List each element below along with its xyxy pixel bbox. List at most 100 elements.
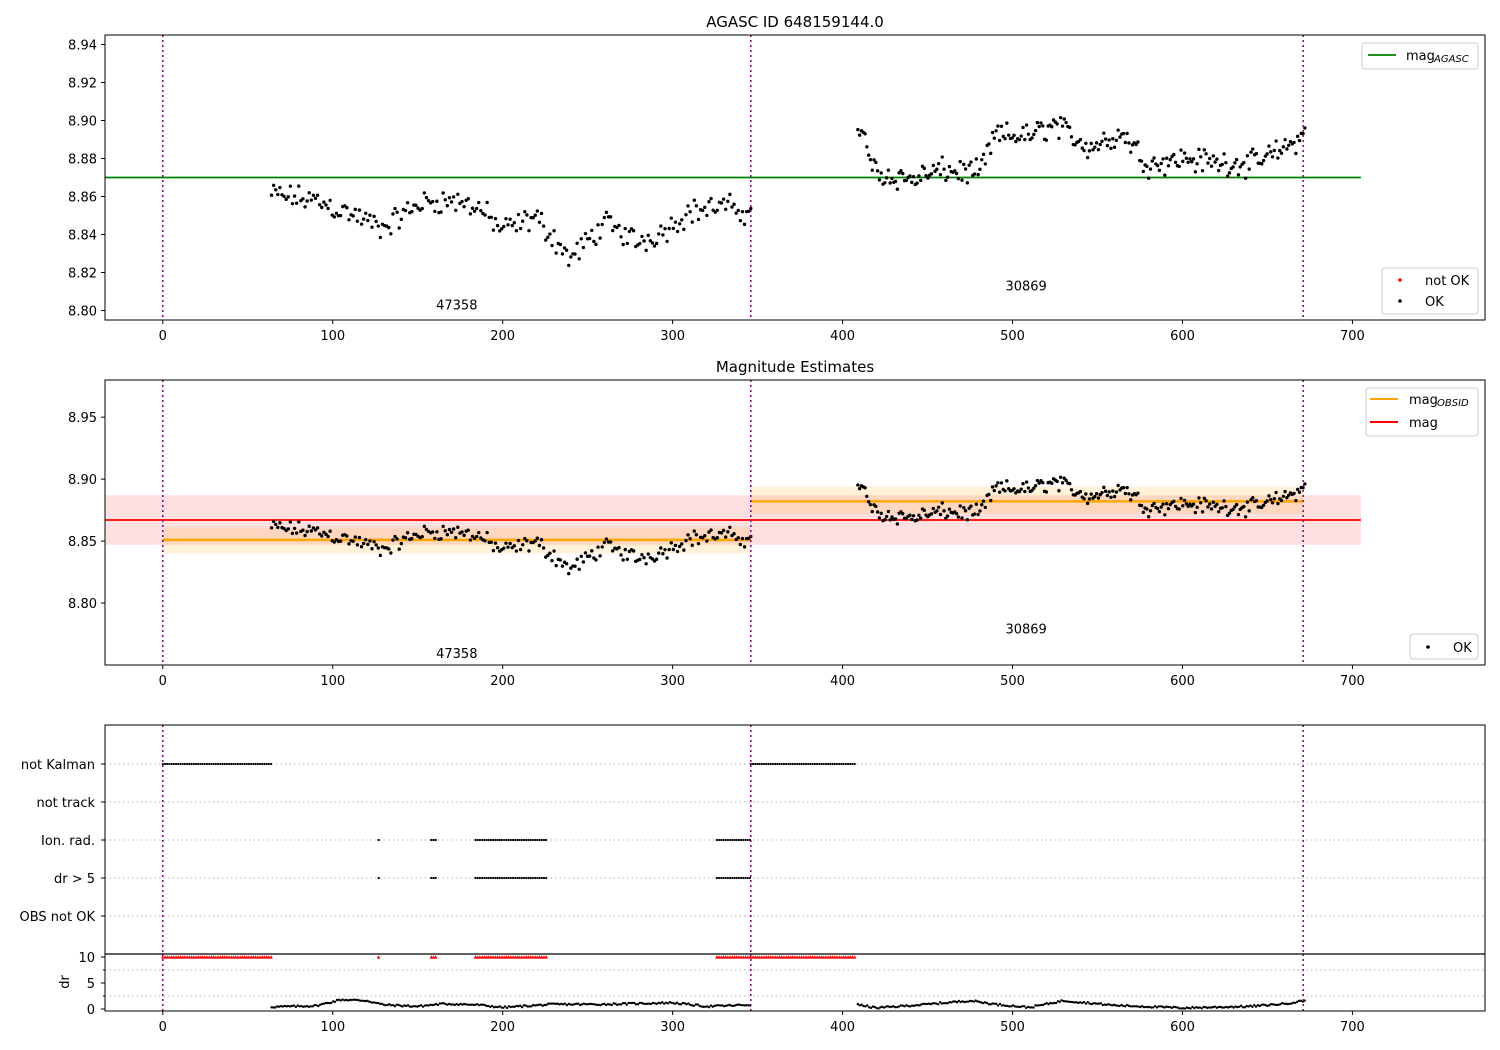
data-point-ok (967, 163, 971, 167)
data-point-ok (284, 197, 288, 202)
data-point-ok (1073, 143, 1077, 147)
dr-point (991, 1002, 994, 1005)
dr-point (987, 1003, 990, 1006)
data-point-ok (1159, 505, 1163, 509)
data-point-ok (359, 222, 364, 226)
data-point-ok (351, 214, 355, 218)
data-point-ok (1033, 484, 1038, 488)
data-point-ok (1114, 490, 1119, 494)
flag-point (489, 876, 493, 880)
data-point-ok (1195, 162, 1199, 166)
flag-point (760, 762, 763, 766)
data-point-ok (1035, 478, 1040, 483)
dr-point (307, 1005, 311, 1008)
data-point-ok (1035, 120, 1040, 125)
data-point-ok (468, 212, 473, 216)
dr-point (965, 1000, 968, 1003)
dr-capped-marker (269, 955, 273, 959)
dr-point (522, 1004, 526, 1007)
dr-point (352, 998, 356, 1001)
data-point-ok (1254, 498, 1259, 503)
flag-point (208, 762, 211, 766)
flag-point (520, 838, 523, 842)
data-point-ok (357, 208, 362, 212)
data-point-ok (610, 228, 615, 233)
data-point-ok (642, 555, 646, 560)
flag-point (430, 838, 433, 842)
dr-point (1107, 1003, 1110, 1006)
data-point-ok (1125, 131, 1129, 136)
data-point-ok (738, 542, 743, 547)
flag-point (793, 762, 797, 766)
data-point-ok (888, 518, 892, 522)
data-point-ok (414, 203, 418, 207)
dr-point (318, 1003, 322, 1006)
data-point-ok (447, 196, 452, 200)
x-tick-label: 400 (830, 329, 855, 344)
data-point-ok (1173, 160, 1178, 165)
flag-point (518, 876, 521, 880)
data-point-ok (671, 547, 676, 552)
x-tick-label: 200 (490, 1020, 515, 1035)
data-point-ok (294, 201, 299, 205)
dr-point (389, 1004, 393, 1007)
flag-point (815, 762, 819, 766)
dr-point (646, 1002, 649, 1006)
dr-point (1193, 1006, 1196, 1010)
data-point-ok (364, 537, 368, 542)
dr-point (1034, 1004, 1037, 1007)
dr-point (683, 1002, 686, 1005)
data-point-ok (1260, 162, 1264, 166)
data-point-ok (581, 245, 586, 250)
data-point-ok (590, 549, 594, 553)
flag-point (474, 876, 477, 880)
data-point-ok (954, 171, 959, 176)
data-point-ok (468, 538, 473, 542)
dr-point (472, 1003, 475, 1007)
data-point-ok (680, 542, 684, 546)
data-point-ok (1044, 138, 1049, 142)
axes-frame (104, 34, 1486, 321)
dr-point (505, 1006, 509, 1010)
dr-point (1200, 1007, 1204, 1010)
data-point-ok (1274, 490, 1278, 495)
data-point-ok (523, 536, 527, 541)
flag-point (802, 762, 805, 766)
data-point-ok (1292, 140, 1296, 145)
data-point-ok (924, 173, 928, 178)
y-tick-label: 5 (87, 977, 95, 992)
y-tick-label: 8.88 (68, 153, 97, 168)
axes-frame (104, 953, 1486, 1012)
x-tick-label: 0 (159, 1020, 167, 1035)
dr-point (698, 1004, 701, 1008)
data-point-ok (856, 127, 860, 132)
data-point-ok (435, 530, 439, 534)
dr-point (910, 1004, 914, 1007)
dr-point (317, 1004, 320, 1008)
data-point-ok (692, 198, 697, 202)
data-point-ok (1021, 481, 1025, 486)
data-point-ok (625, 557, 630, 561)
flag-point (487, 876, 490, 880)
y-tick-label: 8.95 (68, 411, 97, 426)
dr-point (272, 1006, 275, 1009)
data-point-ok (297, 184, 301, 188)
data-point-ok (274, 522, 278, 527)
flag-point (230, 762, 233, 766)
data-point-ok (1146, 176, 1151, 180)
x-tick-label: 100 (320, 674, 345, 689)
data-point-ok (623, 547, 627, 552)
flag-point (740, 838, 743, 842)
dr-point (378, 1002, 382, 1005)
dr-point (1075, 1001, 1078, 1004)
dr-point (1230, 1005, 1233, 1008)
data-point-ok (1222, 499, 1226, 503)
data-point-ok (1186, 160, 1190, 164)
data-point-ok (931, 506, 935, 511)
data-point-ok (1125, 485, 1129, 490)
data-point-ok (483, 213, 487, 217)
data-point-ok (320, 534, 324, 538)
data-point-ok (703, 534, 707, 538)
data-point-ok (962, 506, 966, 510)
data-point-ok (345, 206, 349, 210)
